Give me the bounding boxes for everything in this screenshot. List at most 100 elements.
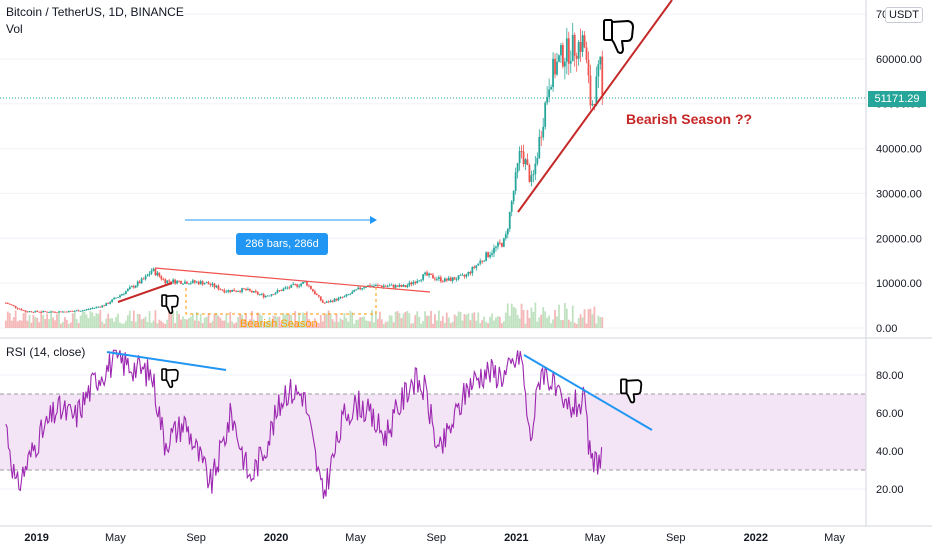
price-candle-body <box>390 284 393 286</box>
price-candle-body <box>36 310 39 312</box>
volume-bar <box>459 312 462 328</box>
rsi-title[interactable]: RSI (14, close) <box>6 345 86 359</box>
volume-bar <box>534 302 537 328</box>
price-candle-body <box>99 306 102 308</box>
price-candle-body <box>107 303 110 304</box>
volume-bar <box>388 315 391 328</box>
price-candle-body <box>526 159 529 165</box>
price-candle-body <box>384 285 387 287</box>
volume-bar <box>571 305 574 328</box>
volume-bar <box>148 311 151 328</box>
price-candle-body <box>552 58 554 88</box>
price-candle-body <box>437 277 440 279</box>
volume-bar <box>552 319 554 328</box>
volume-bar <box>138 314 141 328</box>
volume-bar <box>374 311 377 328</box>
price-candle-body <box>42 311 45 313</box>
volume-bar <box>587 309 590 328</box>
price-candle-body <box>335 298 338 301</box>
volume-bar <box>601 317 604 328</box>
price-candle-body <box>319 296 322 301</box>
volume-bar <box>477 312 480 328</box>
price-candle-body <box>565 38 568 62</box>
price-candle-body <box>67 310 70 313</box>
price-candle-body <box>158 272 161 277</box>
thumbs-down-icon <box>161 294 179 315</box>
volume-bar <box>597 315 600 328</box>
volume-bar <box>310 321 312 328</box>
price-candle-body <box>154 268 157 276</box>
rsi-line <box>5 349 603 499</box>
price-candle-body <box>451 277 454 282</box>
volume-bar <box>278 316 281 328</box>
volume-bar <box>512 306 515 328</box>
volume-bar <box>187 318 190 328</box>
volume-bar <box>65 319 68 328</box>
price-candle-body <box>522 151 525 165</box>
volume-bar <box>170 310 173 328</box>
volume-bar <box>227 322 230 328</box>
price-candle-body <box>447 277 450 281</box>
price-candle-body <box>406 285 409 287</box>
volume-bar <box>439 320 442 328</box>
price-candle-body <box>203 283 206 285</box>
price-candle-body <box>317 295 320 297</box>
time-tick-label: 2021 <box>504 532 528 544</box>
price-candle-body <box>581 35 584 52</box>
volume-bar <box>526 309 529 328</box>
price-candle-body <box>426 272 428 276</box>
price-candle-body <box>209 284 212 286</box>
price-candle-body <box>213 283 216 288</box>
price-candle-body <box>290 284 293 288</box>
price-candle-body <box>266 295 269 297</box>
volume-bar <box>312 323 314 328</box>
price-candle-body <box>599 56 602 65</box>
volume-bar <box>504 312 507 328</box>
price-candle-body <box>550 87 552 90</box>
volume-bar <box>111 318 114 328</box>
price-candle-body <box>71 311 74 312</box>
price-candle-body <box>85 309 88 311</box>
volume-bar <box>485 321 488 328</box>
volume-bar <box>256 312 259 328</box>
price-candle-body <box>256 292 259 295</box>
volume-bar <box>48 318 51 328</box>
volume-bar <box>217 315 220 328</box>
price-candle-body <box>65 311 68 313</box>
price-candle-body <box>132 286 135 288</box>
volume-bar <box>123 323 125 328</box>
price-candle-body <box>89 308 92 310</box>
price-candle-body <box>126 289 129 292</box>
price-candle-body <box>12 305 15 306</box>
price-candle-body <box>428 273 430 276</box>
price-candle-body <box>424 272 427 275</box>
volume-bar <box>469 320 472 328</box>
volume-bar <box>524 323 527 328</box>
price-candle-body <box>461 274 464 276</box>
price-candle-body <box>327 301 330 303</box>
price-candle-body <box>355 289 358 291</box>
volume-bar <box>499 316 501 328</box>
volume-bar <box>276 316 279 328</box>
currency-badge[interactable]: USDT <box>885 7 923 23</box>
volume-bar <box>73 310 76 328</box>
price-candle-body <box>168 280 171 282</box>
volume-bar <box>441 316 444 328</box>
price-candle-body <box>284 287 287 289</box>
volume-bar <box>26 320 29 328</box>
price-candle-body <box>268 295 271 297</box>
price-candle-body <box>207 282 210 285</box>
volume-bar <box>245 313 247 328</box>
volume-bar <box>471 313 474 328</box>
price-candle-body <box>363 287 365 289</box>
symbol-title[interactable]: Bitcoin / TetherUS, 1D, BINANCE <box>6 5 184 19</box>
price-candle-body <box>18 308 21 310</box>
volume-bar <box>365 320 367 328</box>
volume-bar <box>97 313 100 328</box>
volume-bar <box>126 315 129 328</box>
volume-bar <box>121 323 123 328</box>
rsi-tick-label: 60.00 <box>876 408 904 420</box>
volume-bar <box>128 310 131 328</box>
volume-bar <box>302 312 304 328</box>
volume-bar <box>323 313 326 328</box>
